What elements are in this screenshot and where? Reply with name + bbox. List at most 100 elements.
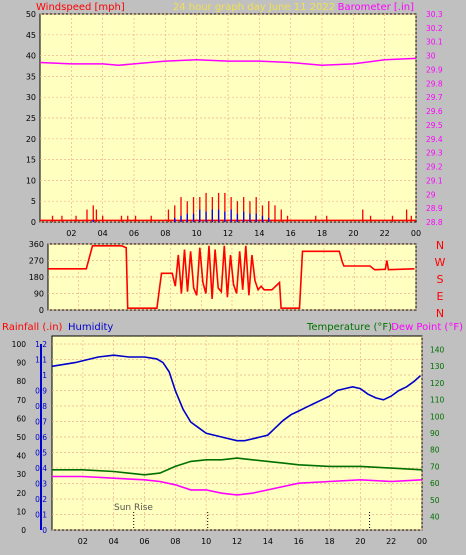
barometer-tick-label: 30.3 xyxy=(426,10,443,19)
humidity-line xyxy=(51,354,422,442)
windspeed-tick-label: 50 xyxy=(26,10,36,19)
windspeed-tick-label: 45 xyxy=(26,31,36,40)
time-tick-label: 06 xyxy=(139,537,149,546)
dewpoint-title: Dew Point (°F) xyxy=(391,322,463,333)
graph-title: 24 hour graph day June 11 2022 xyxy=(173,2,335,13)
barometer-tick-label: 30.1 xyxy=(426,38,443,47)
compass-w: W xyxy=(435,256,446,269)
windspeed-tick-label: 35 xyxy=(26,72,36,81)
humidity-tick-label: 0 xyxy=(21,526,26,535)
time-tick-label: 12 xyxy=(223,229,233,238)
direction-tick-label: 270 xyxy=(29,257,44,266)
event-markers xyxy=(133,512,371,530)
compass-labels: N W S E N xyxy=(435,239,446,320)
dewpoint-line xyxy=(52,475,423,496)
barometer-tick-label: 30 xyxy=(426,52,436,61)
temperature-tick-label: 80 xyxy=(430,446,440,455)
temperature-tick-label: 60 xyxy=(430,479,440,488)
temperature-tick-label: 130 xyxy=(430,362,445,371)
time-tick-label: 00 xyxy=(417,537,427,546)
direction-tick-label: 180 xyxy=(29,273,44,282)
temperature-title: Temperature (°F) xyxy=(306,322,392,333)
rainfall-tick-label: 0 xyxy=(42,526,47,535)
barometer-tick-label: 29.2 xyxy=(426,163,443,172)
humidity-tick-label: 40 xyxy=(16,452,26,461)
humidity-grid xyxy=(52,336,423,531)
barometer-tick-label: 29.4 xyxy=(426,135,443,144)
temperature-axis: 40 50 60 70 80 90 100 110 120 130 140 xyxy=(430,345,445,521)
barometer-tick-label: 29.7 xyxy=(426,93,443,102)
time-tick-label: 18 xyxy=(317,229,327,238)
windspeed-tick-label: 5 xyxy=(31,197,36,206)
barometer-tick-label: 29 xyxy=(426,190,436,199)
temperature-tick-label: 70 xyxy=(430,462,440,471)
time-tick-label: 08 xyxy=(170,537,180,546)
humidity-tick-label: 10 xyxy=(16,507,26,516)
humidity-temperature-series xyxy=(40,344,423,530)
barometer-tick-label: 29.3 xyxy=(426,149,443,158)
time-tick-label: 04 xyxy=(98,229,108,238)
time-tick-label: 22 xyxy=(380,229,390,238)
time-tick-label: 14 xyxy=(263,537,273,546)
humidity-tick-label: 100 xyxy=(12,340,27,349)
direction-grid xyxy=(48,243,417,311)
time-tick-label: 02 xyxy=(66,229,76,238)
barometer-line xyxy=(39,57,417,67)
temperature-line xyxy=(52,457,423,476)
windspeed-tick-label: 30 xyxy=(26,93,36,102)
windspeed-tick-label: 0 xyxy=(31,218,36,227)
time-tick-label: 22 xyxy=(386,537,396,546)
compass-n-bottom: N xyxy=(436,307,444,320)
barometer-tick-label: 29.8 xyxy=(426,79,443,88)
barometer-tick-label: 29.1 xyxy=(426,176,443,185)
rainfall-title: Rainfall (.in) xyxy=(2,322,63,333)
time-tick-label: 10 xyxy=(201,537,211,546)
barometer-axis: 28.8 28.9 29 29.1 29.2 29.3 29.4 29.5 29.6 29.7 29… xyxy=(426,10,443,227)
time-tick-label: 02 xyxy=(78,537,88,546)
time-tick-label: 10 xyxy=(192,229,202,238)
windspeed-tick-label: 15 xyxy=(26,156,36,165)
windspeed-axis: 0 5 10 15 20 25 30 35 40 45 50 xyxy=(26,10,36,227)
time-tick-label: 04 xyxy=(109,537,119,546)
compass-s: S xyxy=(437,273,444,286)
humidity-tick-label: 20 xyxy=(16,489,26,498)
humidity-tick-label: 50 xyxy=(16,433,26,442)
direction-tick-label: 360 xyxy=(29,240,44,249)
barometer-tick-label: 28.9 xyxy=(426,204,443,213)
barometer-tick-label: 30.2 xyxy=(426,24,443,33)
time-tick-label: 20 xyxy=(355,537,365,546)
direction-panel: 0 90 180 270 360 N W S E N xyxy=(29,239,446,320)
time-tick-label: 20 xyxy=(348,229,358,238)
windspeed-title: Windspeed [mph] xyxy=(36,2,125,13)
barometer-tick-label: 29.6 xyxy=(426,107,443,116)
temperature-tick-label: 140 xyxy=(430,345,445,354)
time-tick-label: 06 xyxy=(129,229,139,238)
temperature-tick-label: 110 xyxy=(430,396,445,405)
temperature-tick-label: 50 xyxy=(430,496,440,505)
barometer-title: Barometer [.in] xyxy=(338,2,414,13)
humidity-axis: 0 10 20 30 40 50 60 70 80 90 100 xyxy=(12,340,27,535)
direction-series xyxy=(48,245,415,310)
direction-tick-label: 0 xyxy=(39,306,44,315)
wind-grid xyxy=(40,13,417,223)
barometer-tick-label: 29.5 xyxy=(426,121,443,130)
windspeed-tick-label: 10 xyxy=(26,176,36,185)
barometer-tick-label: 28.8 xyxy=(426,218,443,227)
humidity-title: Humidity xyxy=(68,322,113,333)
rainfall-tick-label: 1 xyxy=(42,371,47,380)
humidity-tick-label: 30 xyxy=(16,470,26,479)
windspeed-tick-label: 25 xyxy=(26,114,36,123)
windspeed-tick-label: 20 xyxy=(26,135,36,144)
direction-line xyxy=(48,245,415,310)
compass-e: E xyxy=(437,290,444,303)
time-axis-bottom: 02 04 06 08 10 12 14 16 18 20 22 00 xyxy=(78,537,427,546)
temperature-tick-label: 100 xyxy=(430,412,445,421)
time-tick-label: 16 xyxy=(294,537,304,546)
direction-axis: 0 90 180 270 360 xyxy=(29,240,44,315)
time-tick-label: 00 xyxy=(411,229,421,238)
direction-tick-label: 90 xyxy=(34,290,44,299)
windspeed-tick-label: 40 xyxy=(26,52,36,61)
